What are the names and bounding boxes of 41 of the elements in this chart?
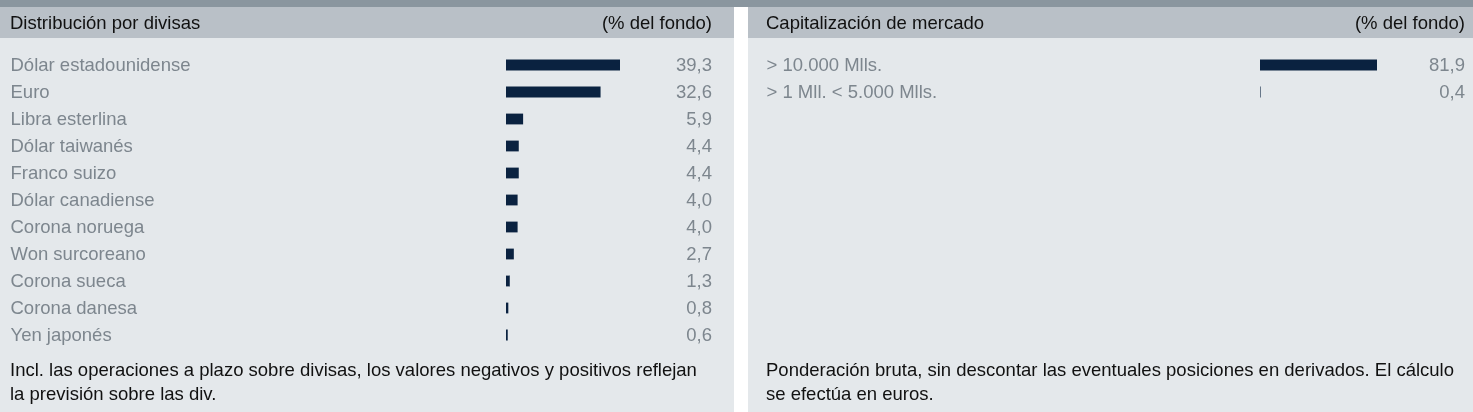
data-label: 39,3 xyxy=(675,54,712,75)
bar xyxy=(506,194,518,206)
y-tick-label: Libra esterlina xyxy=(10,108,128,129)
bar xyxy=(506,140,519,152)
y-tick-label: > 10.000 Mlls. xyxy=(766,54,883,75)
data-label: 4,0 xyxy=(686,216,712,237)
text: Incl. las operaciones a plazo sobre divisas, los valores negativos y positivos reflejan la previsión sobre las div. xyxy=(10,358,698,406)
y-tick-label: Yen japonés xyxy=(10,324,112,345)
data-label: 81,9 xyxy=(1428,54,1465,75)
text: Ponderación bruta, sin descontar las eventuales posiciones en derivados. El cálculo se efectúa en euros. xyxy=(766,358,1455,406)
data-label: 1,3 xyxy=(686,270,712,291)
chart-subtitle: (% del fondo) xyxy=(601,11,712,35)
data-label: 4,4 xyxy=(686,135,712,156)
y-tick-label: Dólar estadounidense xyxy=(10,54,191,75)
y-tick-label: Corona danesa xyxy=(10,297,138,318)
bar xyxy=(506,59,620,71)
y-tick-label: Euro xyxy=(10,81,50,102)
data-label: 0,4 xyxy=(1439,81,1465,102)
data-label: 5,9 xyxy=(686,108,712,129)
bar xyxy=(506,167,519,179)
y-tick-label: Corona noruega xyxy=(10,216,145,237)
bar xyxy=(506,86,601,98)
text: Capitalización de mercado xyxy=(766,11,985,35)
data-label: 2,7 xyxy=(686,243,712,264)
bar xyxy=(506,248,514,260)
y-tick-label: Won surcoreano xyxy=(10,243,146,264)
y-tick-label: Franco suizo xyxy=(10,162,117,183)
y-tick-label: Corona sueca xyxy=(10,270,127,291)
y-tick-label: > 1 Mll. < 5.000 Mlls. xyxy=(766,81,938,102)
bar xyxy=(506,113,524,125)
data-label: 0,8 xyxy=(686,297,712,318)
y-tick-label: Dólar canadiense xyxy=(10,189,155,210)
y-tick-label: Dólar taiwanés xyxy=(10,135,133,156)
data-label: 32,6 xyxy=(675,81,712,102)
data-label: 4,4 xyxy=(686,162,712,183)
bar xyxy=(506,275,510,287)
data-label: 0,6 xyxy=(686,324,712,345)
text: Distribución por divisas xyxy=(10,11,201,35)
bar xyxy=(506,221,518,233)
data-label: 4,0 xyxy=(686,189,712,210)
chart-subtitle: (% del fondo) xyxy=(1354,11,1465,35)
